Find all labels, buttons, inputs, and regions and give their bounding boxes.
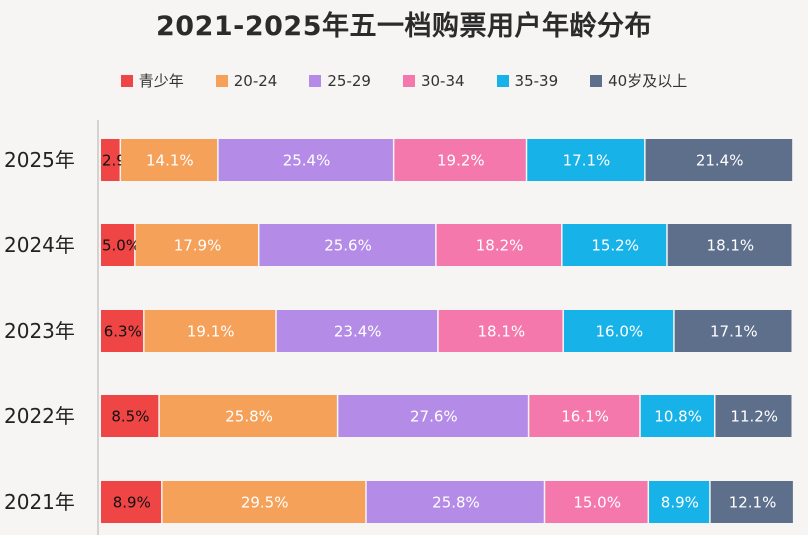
legend-item-4: 35-39 — [496, 70, 559, 91]
legend-item-3: 30-34 — [402, 70, 465, 91]
bar-segment — [159, 395, 337, 437]
bar-segment — [527, 139, 645, 181]
bar-segment — [366, 481, 544, 523]
bar-segment — [101, 139, 120, 181]
data-label: 25.4% — [283, 152, 331, 170]
legend-swatch — [309, 74, 322, 87]
bar-segment — [563, 310, 674, 352]
bar-segment — [101, 481, 162, 523]
bar-segment — [276, 310, 438, 352]
data-label: 21.4% — [696, 152, 744, 170]
bar-segment — [710, 481, 793, 523]
bar-segment — [645, 139, 793, 181]
data-label: 17.1% — [563, 152, 611, 170]
bar-segment — [259, 224, 436, 266]
data-label: 15.0% — [573, 494, 621, 512]
data-label: 16.1% — [561, 408, 609, 426]
data-label: 18.1% — [707, 237, 755, 255]
bar-segment — [674, 310, 792, 352]
bar-segment — [144, 310, 276, 352]
legend-label: 青少年 — [138, 72, 184, 90]
data-label: 25.8% — [225, 408, 273, 426]
category-label: 2021年 — [4, 490, 75, 514]
legend-label: 20-24 — [233, 71, 278, 90]
legend-label: 30-34 — [420, 71, 465, 90]
bar-segment — [436, 224, 562, 266]
bar-segment — [667, 224, 792, 266]
data-label: 29.5% — [241, 494, 289, 512]
data-label: 19.1% — [187, 323, 235, 341]
data-label: 10.8% — [654, 408, 702, 426]
legend-swatch — [215, 74, 228, 87]
data-label: 17.1% — [710, 323, 758, 341]
data-label: 18.2% — [476, 237, 524, 255]
data-label: 5.0% — [102, 237, 140, 255]
legend-swatch — [496, 74, 509, 87]
legend-label: 40岁及以上 — [608, 72, 688, 90]
legend-item-1: 20-24 — [215, 70, 278, 91]
data-label: 23.4% — [334, 323, 382, 341]
data-label: 19.2% — [437, 152, 485, 170]
legend: 青少年 20-24 25-29 30-34 35-39 40岁及以上 — [0, 70, 808, 91]
legend-label: 35-39 — [514, 71, 559, 90]
bar-segment — [640, 395, 714, 437]
bar-segment — [394, 139, 526, 181]
data-label: 27.6% — [410, 408, 458, 426]
legend-swatch — [590, 74, 603, 87]
bar-segment — [715, 395, 792, 437]
data-label: 16.0% — [595, 323, 643, 341]
chart-title: 2021-2025年五一档购票用户年龄分布 — [156, 11, 652, 42]
bar-segment — [135, 224, 258, 266]
bar-segment — [121, 139, 218, 181]
legend-swatch — [402, 74, 415, 87]
data-label: 25.6% — [324, 237, 372, 255]
bar-segment — [218, 139, 393, 181]
data-label: 6.3% — [104, 323, 142, 341]
legend-swatch — [120, 74, 133, 87]
data-label: 11.2% — [730, 408, 778, 426]
bar-segment — [101, 224, 135, 266]
data-label: 14.1% — [146, 152, 194, 170]
data-label: 18.1% — [477, 323, 525, 341]
data-label: 8.9% — [661, 494, 699, 512]
bar-segment — [101, 395, 159, 437]
data-label: 17.9% — [174, 237, 222, 255]
bar-segment — [562, 224, 667, 266]
data-label: 8.9% — [113, 494, 151, 512]
data-label: 25.8% — [432, 494, 480, 512]
bar-segment — [101, 310, 144, 352]
data-label: 15.2% — [591, 237, 639, 255]
data-label: 12.1% — [729, 494, 777, 512]
legend-item-5: 40岁及以上 — [590, 70, 687, 91]
bar-segment — [545, 481, 648, 523]
bar-segment — [529, 395, 640, 437]
data-label: 8.5% — [111, 408, 149, 426]
category-label: 2024年 — [4, 233, 75, 257]
legend-item-2: 25-29 — [309, 70, 371, 91]
category-label: 2025年 — [4, 148, 75, 172]
bar-segment — [162, 481, 366, 523]
category-label: 2022年 — [4, 404, 75, 428]
bar-segment — [338, 395, 528, 437]
legend-item-0: 青少年 — [120, 70, 184, 91]
bar-segment — [438, 310, 563, 352]
category-label: 2023年 — [4, 319, 75, 343]
legend-label: 25-29 — [327, 71, 371, 90]
bar-segment — [649, 481, 710, 523]
